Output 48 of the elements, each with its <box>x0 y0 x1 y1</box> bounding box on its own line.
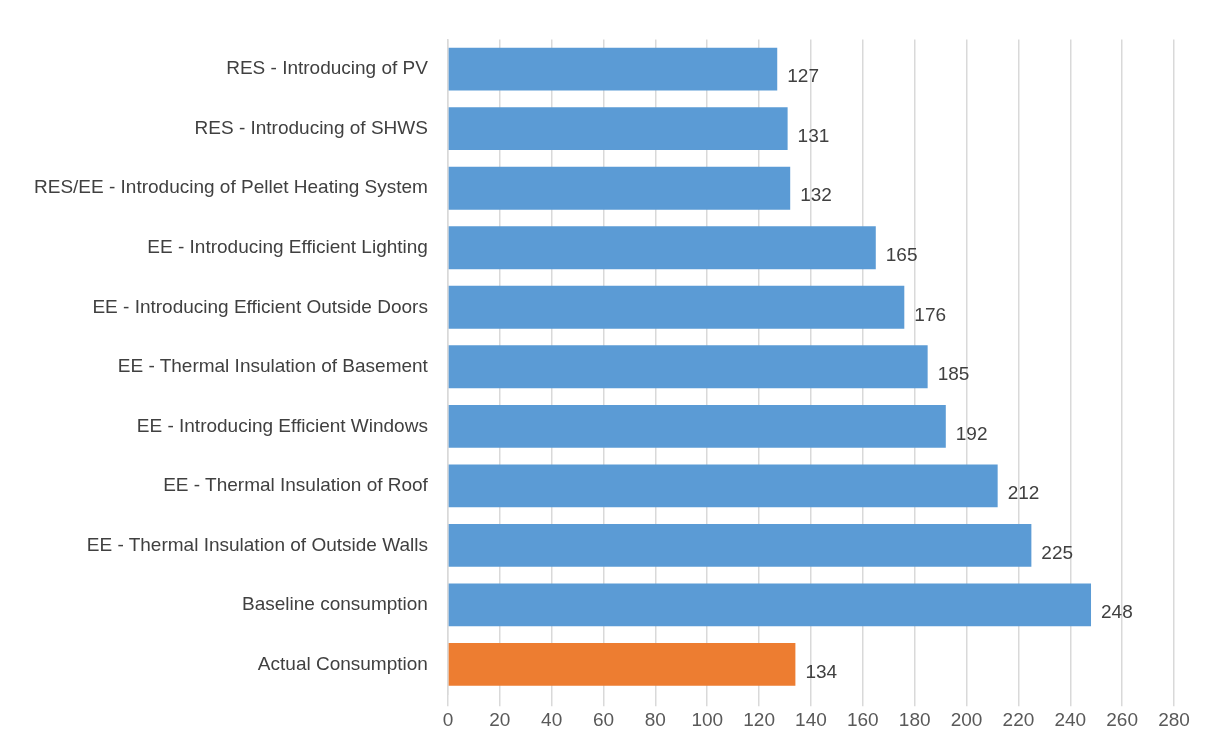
bar <box>448 404 946 448</box>
data-label: 212 <box>1007 482 1040 504</box>
bar <box>448 345 928 389</box>
data-label: 134 <box>805 660 838 682</box>
y-tick-label: RES/EE - Introducing of Pellet Heating System <box>33 176 428 198</box>
x-tick-label: 200 <box>950 708 983 730</box>
y-tick-label: RES - Introducing of PV <box>226 57 429 79</box>
y-tick-label: EE - Thermal Insulation of Basement <box>117 355 429 377</box>
x-tick-label: 0 <box>442 708 454 730</box>
x-tick-label: 240 <box>1054 708 1087 730</box>
data-label: 185 <box>937 363 970 385</box>
x-tick-label: 120 <box>743 708 775 730</box>
bar <box>448 285 905 329</box>
data-label: 225 <box>1041 541 1074 563</box>
x-tick-label: 140 <box>795 708 827 730</box>
bar <box>448 47 778 91</box>
x-tick-label: 280 <box>1158 708 1190 730</box>
bar <box>448 166 791 210</box>
data-label: 132 <box>800 184 832 206</box>
x-tick-label: 100 <box>691 708 724 730</box>
y-tick-label: Baseline consumption <box>242 593 428 615</box>
bar <box>448 226 876 270</box>
x-tick-label: 40 <box>541 708 563 730</box>
bar <box>448 583 1092 627</box>
y-tick-label: EE - Thermal Insulation of Outside Walls <box>86 533 428 555</box>
bar <box>448 107 788 151</box>
x-tick-label: 20 <box>489 708 511 730</box>
data-label: 165 <box>885 243 918 265</box>
x-tick-label: 80 <box>644 708 666 730</box>
y-tick-label: EE - Introducing Efficient Outside Doors <box>92 295 428 317</box>
y-tick-label: Actual Consumption <box>257 652 428 674</box>
data-label: 248 <box>1101 601 1133 623</box>
x-tick-label: 60 <box>592 708 615 730</box>
y-tick-label: RES - Introducing of SHWS <box>194 116 428 138</box>
y-tick-label: EE - Introducing Efficient Lighting <box>147 235 428 257</box>
bar <box>448 464 998 508</box>
x-tick-label: 220 <box>1002 708 1035 730</box>
y-tick-label: EE - Introducing Efficient Windows <box>136 414 428 436</box>
data-label: 131 <box>797 124 830 146</box>
bar <box>448 523 1032 567</box>
bar <box>448 643 796 686</box>
x-tick-label: 260 <box>1106 708 1138 730</box>
x-tick-label: 160 <box>846 708 879 730</box>
data-label: 127 <box>787 65 819 87</box>
data-label: 176 <box>914 303 947 325</box>
data-label: 192 <box>955 422 988 444</box>
y-tick-label: EE - Thermal Insulation of Roof <box>163 474 429 496</box>
x-tick-label: 180 <box>898 708 931 730</box>
